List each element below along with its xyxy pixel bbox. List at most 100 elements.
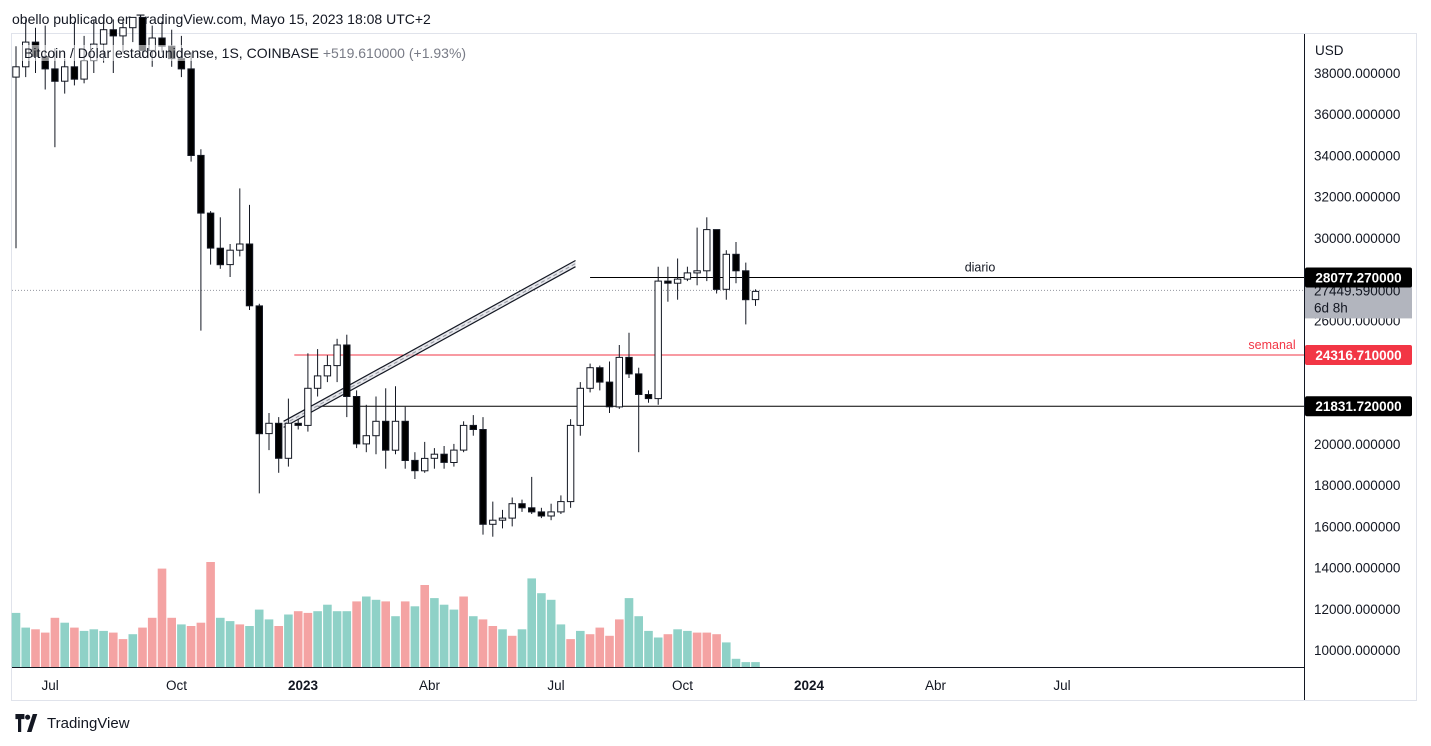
candle: [518, 499, 526, 512]
y-tick-label: 16000.000000: [1314, 519, 1400, 534]
volume-bar: [313, 611, 322, 667]
candle: [362, 404, 371, 453]
volume-bar: [381, 601, 390, 667]
candle-body: [284, 422, 293, 459]
candle-body: [615, 356, 623, 408]
candle-body: [343, 344, 351, 397]
candle: [440, 446, 448, 469]
volume-bar: [60, 622, 69, 667]
y-tick-label: 34000.000000: [1314, 148, 1400, 163]
tradingview-logo[interactable]: TradingView: [13, 714, 130, 732]
candle: [226, 244, 234, 277]
channel-line: [283, 266, 576, 428]
candle: [265, 413, 273, 451]
candle-body: [732, 253, 740, 272]
candle-body: [99, 29, 108, 45]
y-tick-label: 30000.000000: [1314, 231, 1400, 246]
candle: [411, 452, 419, 479]
volume-bar: [293, 611, 303, 667]
time-axis[interactable]: AbrJulOct2023AbrJulOct2024AbrJul: [0, 678, 1071, 693]
volume-bar: [712, 634, 721, 667]
level-price-tag: 21831.720000: [1315, 399, 1401, 414]
volume-bar: [79, 630, 89, 667]
tradingview-brand: TradingView: [47, 714, 130, 732]
volume-bar: [284, 614, 293, 667]
candle-body: [440, 453, 448, 463]
x-tick-label: Jul: [41, 678, 58, 693]
candle: [382, 388, 390, 469]
candle-body: [411, 459, 419, 472]
candle: [255, 303, 264, 494]
x-tick-label: Abr: [925, 678, 947, 693]
channel-layer[interactable]: [283, 259, 576, 428]
volume-bar: [566, 639, 575, 667]
candle-body: [61, 66, 69, 82]
volume-bar: [303, 612, 313, 667]
candle: [401, 406, 409, 469]
candle-body: [304, 387, 312, 426]
candle-body: [712, 229, 721, 290]
symbol-legend[interactable]: Bitcoin / Dólar estadounidense, 1S, COIN…: [22, 45, 469, 61]
volume-bar: [731, 658, 741, 667]
candle-body: [216, 247, 225, 266]
volume-bar: [439, 604, 449, 667]
candle: [450, 443, 458, 467]
candle: [294, 419, 302, 430]
candle: [197, 149, 205, 331]
volume-bar: [430, 598, 439, 667]
chart-frame: [11, 33, 1417, 701]
volume-bar: [459, 596, 468, 667]
candle: [557, 495, 565, 514]
volume-bar: [615, 619, 624, 667]
candle-body: [450, 449, 458, 464]
candle: [528, 476, 536, 514]
candle-body: [372, 420, 380, 437]
volume-bar: [109, 632, 118, 667]
candle: [654, 266, 662, 405]
candle-body: [557, 501, 565, 513]
candle: [586, 363, 594, 393]
candle: [576, 382, 584, 436]
y-tick-label: 36000.000000: [1314, 107, 1400, 122]
candle: [323, 355, 332, 383]
candle-body: [703, 229, 711, 272]
volume-bar: [21, 627, 30, 667]
candle-body: [226, 249, 234, 266]
candle-body: [333, 344, 341, 367]
volume-bar: [537, 593, 546, 667]
candle: [187, 52, 195, 162]
candle: [12, 46, 20, 249]
candle: [343, 334, 351, 418]
candle: [537, 507, 546, 519]
y-tick-label: 10000.000000: [1314, 643, 1400, 658]
candle: [605, 361, 614, 413]
x-tick-label: Jul: [547, 678, 564, 693]
candle: [51, 48, 59, 148]
volume-layer: [11, 562, 760, 667]
volume-bar: [624, 598, 634, 667]
volume-bar: [585, 634, 595, 667]
volume-bar: [741, 662, 751, 667]
volume-bar: [702, 632, 712, 667]
candle: [635, 367, 643, 453]
volume-bar: [663, 634, 673, 667]
x-tick-label: Oct: [672, 678, 693, 693]
volume-bar: [478, 619, 488, 667]
volume-bar: [751, 662, 760, 667]
y-tick-label: 12000.000000: [1314, 602, 1400, 617]
candle-body: [187, 68, 195, 156]
candle: [216, 217, 225, 269]
candle-body: [80, 60, 88, 80]
volume-bar: [89, 629, 99, 667]
volume-bar: [167, 617, 176, 667]
candle-body: [323, 365, 332, 377]
candle-body: [673, 278, 682, 284]
volume-bar: [177, 624, 186, 667]
volume-bar: [576, 630, 585, 667]
candle: [372, 396, 380, 455]
volume-bar: [40, 632, 50, 667]
candle-body: [430, 453, 439, 459]
candle-body: [265, 422, 273, 435]
